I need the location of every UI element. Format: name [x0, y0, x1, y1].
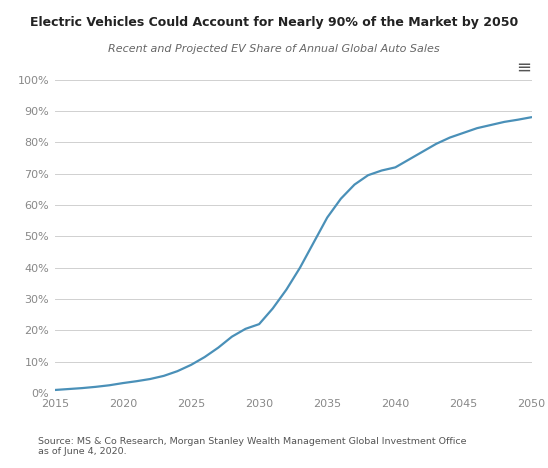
Text: Source: MS & Co Research, Morgan Stanley Wealth Management Global Investment Off: Source: MS & Co Research, Morgan Stanley…	[38, 437, 467, 456]
Text: ≡: ≡	[516, 58, 532, 76]
Text: Electric Vehicles Could Account for Nearly 90% of the Market by 2050: Electric Vehicles Could Account for Near…	[30, 16, 518, 29]
Text: Recent and Projected EV Share of Annual Global Auto Sales: Recent and Projected EV Share of Annual …	[108, 44, 440, 54]
